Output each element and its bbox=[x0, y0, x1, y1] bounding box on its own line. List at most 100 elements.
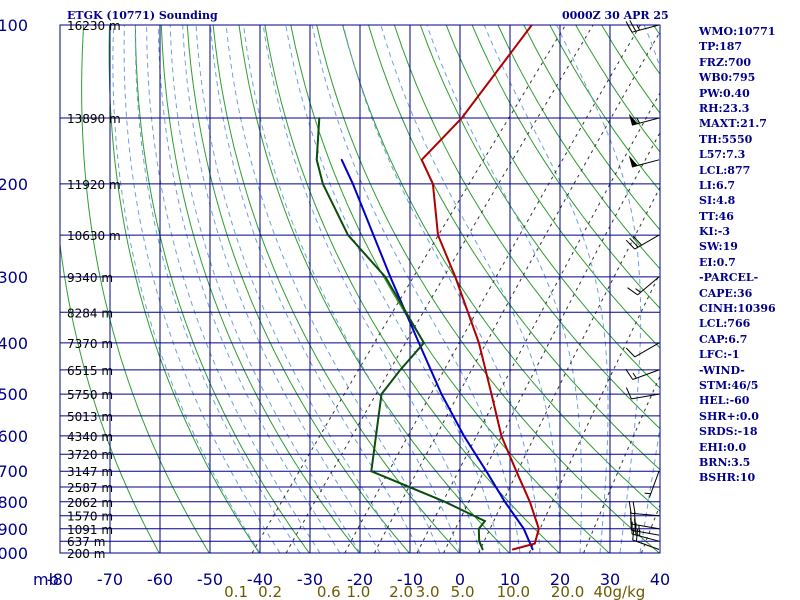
parcel-trace-point bbox=[340, 158, 343, 161]
dry-adiabat-line bbox=[238, 25, 510, 553]
moist-adiabats bbox=[112, 25, 660, 553]
temperature-tick-label: -70 bbox=[97, 570, 123, 589]
wind-barb bbox=[628, 113, 660, 126]
index-item: TH:5550 bbox=[699, 132, 753, 146]
index-item: CAP:6.7 bbox=[699, 332, 748, 346]
temperature-trace-point bbox=[511, 548, 514, 551]
index-item: SHR+:0.0 bbox=[699, 409, 759, 423]
chart-title: ETGK (10771) Sounding bbox=[67, 9, 218, 22]
wind-barb bbox=[625, 234, 660, 250]
height-label: 5750 m bbox=[67, 388, 113, 402]
parcel-trace-point bbox=[485, 470, 488, 473]
height-label: 3720 m bbox=[67, 448, 113, 462]
parcel-trace-point bbox=[352, 183, 354, 185]
wind-barb bbox=[644, 471, 660, 498]
dewpoint-trace-point bbox=[318, 117, 321, 119]
dry-adiabat-line bbox=[783, 25, 800, 553]
dewpoint-trace-point bbox=[478, 540, 481, 543]
height-label: 7370 m bbox=[67, 337, 113, 351]
temperature-trace-point bbox=[437, 234, 439, 237]
wind-barb bbox=[632, 527, 660, 550]
index-item: MAXT:21.7 bbox=[699, 117, 767, 131]
temperature-trace-point bbox=[537, 527, 540, 530]
temperature-trace-point bbox=[530, 25, 533, 26]
temperature-trace-point bbox=[478, 342, 480, 344]
height-label: 6515 m bbox=[67, 364, 113, 378]
pressure-tick-label: 400 bbox=[0, 334, 28, 353]
index-item: PW:0.40 bbox=[699, 86, 750, 100]
temperature-tick-label: -40 bbox=[247, 570, 273, 589]
index-item: -WIND- bbox=[699, 363, 745, 377]
index-item: EHI:0.0 bbox=[699, 440, 747, 454]
parcel-trace-point bbox=[418, 342, 420, 344]
dewpoint-trace-point bbox=[399, 369, 402, 371]
index-item: EI:0.7 bbox=[699, 255, 736, 269]
temperature-trace-point bbox=[529, 500, 531, 503]
height-label: 3147 m bbox=[67, 465, 113, 479]
index-item: WB0:795 bbox=[699, 71, 756, 85]
wind-barb bbox=[631, 521, 660, 542]
height-label: 11920 m bbox=[67, 178, 121, 192]
pressure-tick-label: 500 bbox=[0, 385, 28, 404]
moist-adiabat-line bbox=[157, 25, 341, 553]
dry-adiabat-line bbox=[212, 25, 460, 553]
index-item: WMO:10771 bbox=[699, 25, 776, 38]
mixing-ratio-label: 1.0 bbox=[346, 583, 370, 600]
dewpoint-trace-point bbox=[444, 500, 446, 503]
temperature-trace-point bbox=[515, 470, 518, 473]
dewpoint-trace-point bbox=[315, 158, 318, 161]
index-item: RH:23.3 bbox=[699, 101, 750, 115]
height-label: 4340 m bbox=[67, 430, 113, 444]
mixing-ratio-label: 40g/kg bbox=[593, 583, 645, 600]
temperature-tick-label: 10 bbox=[500, 570, 520, 589]
temperature-tick-label: 30 bbox=[600, 570, 620, 589]
temperature-trace-point bbox=[500, 435, 503, 437]
index-item: FRZ:700 bbox=[699, 55, 752, 69]
temperature-tick-label: -20 bbox=[347, 570, 373, 589]
temperature-tick-label: -50 bbox=[197, 570, 223, 589]
pressure-tick-label: 800 bbox=[0, 493, 28, 512]
plot-border bbox=[59, 24, 661, 554]
pressure-tick-label: 600 bbox=[0, 427, 28, 446]
height-label: 10630 m bbox=[67, 229, 121, 243]
dewpoint-trace-point bbox=[423, 342, 425, 344]
moist-adiabat-line bbox=[146, 25, 321, 553]
moist-adiabat-line bbox=[380, 25, 561, 553]
dewpoint-trace-point bbox=[322, 183, 324, 185]
mixing-ratio-label: 20.0 bbox=[551, 583, 584, 600]
index-item: LCL:877 bbox=[699, 163, 751, 177]
index-item: -PARCEL- bbox=[699, 271, 759, 285]
dewpoint-trace-point bbox=[380, 393, 383, 395]
parcel-trace-point bbox=[531, 548, 534, 551]
parcel-trace-point bbox=[440, 393, 443, 395]
mixing-ratio-label: 0.1 bbox=[224, 583, 248, 600]
indices-panel: WMO:10771 TP:187 FRZ:700 WB0:795 PW:0.40 RH:2… bbox=[699, 24, 776, 486]
index-item: STM:46/5 bbox=[699, 378, 759, 392]
temperature-tick-label: -60 bbox=[147, 570, 173, 589]
wind-barbs bbox=[625, 20, 660, 550]
wind-barb bbox=[625, 20, 660, 33]
mixing-ratio-label: 0.6 bbox=[317, 583, 341, 600]
height-label: 1091 m bbox=[67, 523, 113, 537]
mixing-ratio-label: 0.2 bbox=[258, 583, 282, 600]
dewpoint-trace-point bbox=[484, 520, 486, 522]
mixing-ratio-label: 2.0 bbox=[389, 583, 413, 600]
mixing-ratio-label: 10.0 bbox=[497, 583, 530, 600]
dewpoint-trace bbox=[315, 117, 487, 550]
moist-adiabat-line bbox=[556, 25, 642, 553]
index-item: TT:46 bbox=[699, 209, 734, 223]
dry-adiabats bbox=[60, 25, 800, 553]
index-item: L57:7.3 bbox=[699, 148, 746, 162]
parcel-trace-point bbox=[504, 500, 506, 503]
pressure-tick-label: 300 bbox=[0, 268, 28, 287]
height-label: 2062 m bbox=[67, 496, 113, 510]
pressure-tick-label: 100 bbox=[0, 16, 28, 35]
index-item: SI:4.8 bbox=[699, 194, 736, 208]
index-item: HEL:-60 bbox=[699, 394, 750, 408]
height-label: 9340 m bbox=[67, 271, 113, 285]
parcel-trace-point bbox=[389, 276, 392, 278]
parcel-trace bbox=[340, 159, 534, 550]
temperature-tick-label: -30 bbox=[297, 570, 323, 589]
profiles bbox=[315, 25, 540, 551]
